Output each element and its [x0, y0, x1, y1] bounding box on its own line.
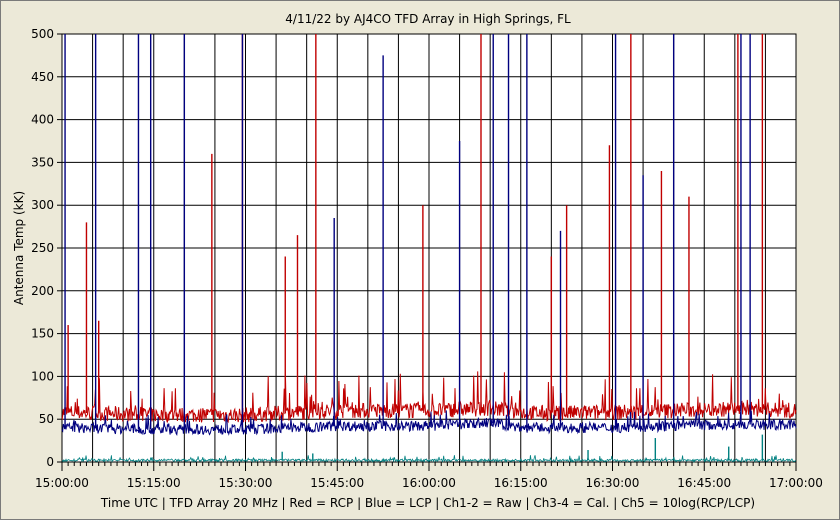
x-axis-label: Time UTC | TFD Array 20 MHz | Red = RCP … [100, 496, 755, 510]
series-lcp [61, 34, 797, 437]
series-band [61, 455, 797, 463]
x-tick-label: 15:00:00 [35, 476, 89, 490]
x-tick-label: 16:15:00 [494, 476, 548, 490]
y-tick-label: 150 [31, 327, 54, 341]
series-ratio [61, 434, 797, 463]
x-tick-label: 16:00:00 [402, 476, 456, 490]
x-tick-label: 15:30:00 [219, 476, 273, 490]
y-tick-label: 350 [31, 155, 54, 169]
series-rcp [61, 34, 797, 424]
x-tick-label: 17:00:00 [769, 476, 823, 490]
x-tick-label: 16:30:00 [586, 476, 640, 490]
x-axis: 15:00:00 15:15:00 15:30:00 15:45:00 16:00:00… [35, 462, 823, 490]
y-tick-label: 250 [31, 241, 54, 255]
y-axis: 0 50 100 150 200 250 300 350 400 450 500 [31, 27, 62, 469]
y-tick-label: 450 [31, 70, 54, 84]
y-axis-label: Antenna Temp (kK) [12, 191, 26, 305]
y-tick-label: 50 [39, 412, 54, 426]
x-tick-label: 16:45:00 [677, 476, 731, 490]
y-tick-label: 300 [31, 198, 54, 212]
y-tick-label: 200 [31, 284, 54, 298]
x-tick-label: 15:15:00 [127, 476, 181, 490]
y-tick-label: 0 [46, 455, 54, 469]
y-tick-label: 500 [31, 27, 54, 41]
x-tick-label: 15:45:00 [310, 476, 364, 490]
chart-title: 4/11/22 by AJ4CO TFD Array in High Sprin… [285, 12, 571, 26]
y-tick-label: 100 [31, 369, 54, 383]
series-layer [61, 34, 797, 463]
y-tick-label: 400 [31, 113, 54, 127]
